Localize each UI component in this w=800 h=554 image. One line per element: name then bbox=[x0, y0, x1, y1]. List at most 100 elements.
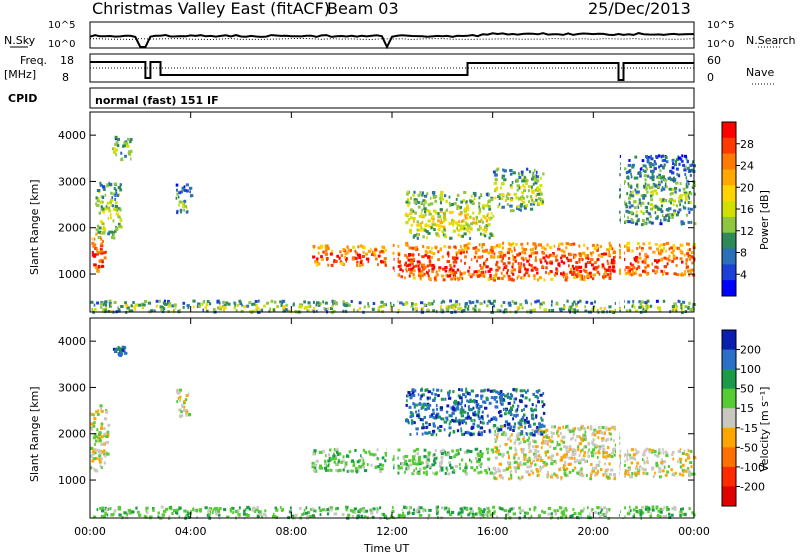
range-gate-cell bbox=[484, 469, 488, 473]
range-gate-cell bbox=[113, 207, 116, 211]
range-gate-cell bbox=[550, 425, 554, 429]
range-gate-cell bbox=[474, 270, 478, 274]
range-gate-cell bbox=[456, 276, 458, 280]
range-gate-cell bbox=[315, 263, 319, 267]
range-gate-cell bbox=[106, 410, 109, 414]
range-gate-cell bbox=[453, 455, 456, 459]
range-gate-cell bbox=[179, 398, 182, 402]
range-gate-cell bbox=[680, 158, 683, 161]
range-gate-cell bbox=[236, 303, 240, 307]
range-gate-cell bbox=[495, 447, 499, 451]
range-gate-cell bbox=[613, 473, 616, 477]
range-gate-cell bbox=[340, 254, 344, 257]
range-gate-cell bbox=[653, 163, 655, 167]
range-gate-cell bbox=[308, 305, 311, 309]
range-gate-cell bbox=[625, 266, 629, 269]
range-gate-cell bbox=[426, 208, 429, 212]
range-gate-cell bbox=[555, 269, 559, 273]
range-gate-cell bbox=[370, 463, 373, 467]
range-gate-cell bbox=[126, 306, 130, 310]
range-gate-cell bbox=[501, 432, 504, 436]
range-gate-cell bbox=[446, 468, 449, 472]
range-gate-cell bbox=[285, 303, 288, 307]
range-gate-cell bbox=[533, 452, 536, 456]
range-gate-cell bbox=[502, 455, 504, 458]
range-gate-cell bbox=[185, 183, 189, 187]
range-gate-cell bbox=[628, 205, 632, 209]
range-gate-cell bbox=[585, 256, 588, 260]
range-gate-cell bbox=[605, 473, 608, 476]
range-gate-cell bbox=[114, 229, 117, 233]
range-gate-cell bbox=[134, 303, 138, 307]
range-gate-cell bbox=[660, 180, 663, 184]
range-gate-cell bbox=[335, 302, 338, 306]
range-gate-cell bbox=[525, 301, 528, 305]
range-gate-cell bbox=[480, 193, 483, 197]
range-gate-cell bbox=[656, 454, 660, 458]
range-gate-cell bbox=[470, 466, 474, 470]
range-gate-cell bbox=[272, 308, 275, 312]
range-gate-cell bbox=[593, 307, 596, 311]
range-gate-cell bbox=[99, 181, 102, 185]
range-gate-cell bbox=[594, 466, 598, 470]
range-gate-cell bbox=[103, 427, 106, 431]
range-gate-cell bbox=[627, 266, 631, 270]
range-gate-cell bbox=[564, 455, 568, 459]
range-gate-cell bbox=[95, 202, 97, 206]
range-gate-cell bbox=[641, 305, 643, 308]
range-gate-cell bbox=[167, 304, 171, 308]
cpid-value: normal (fast) 151 IF bbox=[95, 94, 219, 107]
range-gate-cell bbox=[478, 417, 481, 421]
noise-tick-top-right: 10^5 bbox=[707, 20, 734, 31]
freq-unit: [MHz] bbox=[4, 68, 36, 81]
range-gate-cell bbox=[397, 308, 400, 312]
range-gate-cell bbox=[104, 207, 108, 211]
range-gate-cell bbox=[551, 454, 554, 458]
range-gate-cell bbox=[423, 272, 426, 276]
range-gate-cell bbox=[635, 259, 638, 263]
y-tick-label: 2000 bbox=[58, 222, 86, 235]
range-gate-cell bbox=[104, 309, 107, 313]
range-gate-cell bbox=[435, 270, 438, 274]
range-gate-cell bbox=[464, 463, 467, 467]
range-gate-cell bbox=[238, 513, 241, 517]
range-gate-cell bbox=[415, 410, 418, 414]
range-gate-cell bbox=[453, 419, 457, 423]
range-gate-cell bbox=[680, 306, 682, 310]
range-gate-cell bbox=[596, 431, 600, 434]
range-gate-cell bbox=[675, 167, 679, 171]
range-gate-cell bbox=[103, 452, 107, 456]
range-gate-cell bbox=[167, 299, 170, 303]
range-gate-cell bbox=[630, 263, 635, 267]
range-gate-cell bbox=[679, 514, 682, 518]
range-gate-cell bbox=[469, 408, 472, 412]
range-gate-cell bbox=[91, 250, 94, 254]
range-gate-cell bbox=[646, 190, 649, 194]
range-gate-cell bbox=[533, 440, 537, 444]
title: Christmas Valley East (fitACF) bbox=[92, 0, 330, 18]
range-gate-cell bbox=[626, 453, 630, 457]
range-gate-cell bbox=[162, 513, 165, 517]
range-gate-cell bbox=[317, 262, 321, 266]
date: 25/Dec/2013 bbox=[588, 0, 691, 18]
range-gate-cell bbox=[485, 396, 489, 400]
range-gate-cell bbox=[100, 251, 104, 255]
range-gate-cell bbox=[679, 182, 682, 185]
range-gate-cell bbox=[539, 243, 542, 247]
range-gate-cell bbox=[437, 212, 440, 215]
range-gate-cell bbox=[644, 507, 647, 511]
range-gate-cell bbox=[466, 227, 469, 231]
range-gate-cell bbox=[182, 305, 185, 309]
range-gate-cell bbox=[568, 456, 572, 460]
range-gate-cell bbox=[460, 427, 462, 431]
range-gate-cell bbox=[588, 261, 592, 264]
range-gate-cell bbox=[420, 201, 423, 205]
range-gate-cell bbox=[647, 201, 650, 205]
range-gate-cell bbox=[632, 303, 635, 307]
range-gate-cell bbox=[103, 229, 107, 233]
range-gate-cell bbox=[641, 300, 645, 304]
range-gate-cell bbox=[681, 271, 683, 275]
range-gate-cell bbox=[408, 506, 411, 510]
range-gate-cell bbox=[421, 191, 424, 195]
range-gate-cell bbox=[641, 223, 644, 227]
